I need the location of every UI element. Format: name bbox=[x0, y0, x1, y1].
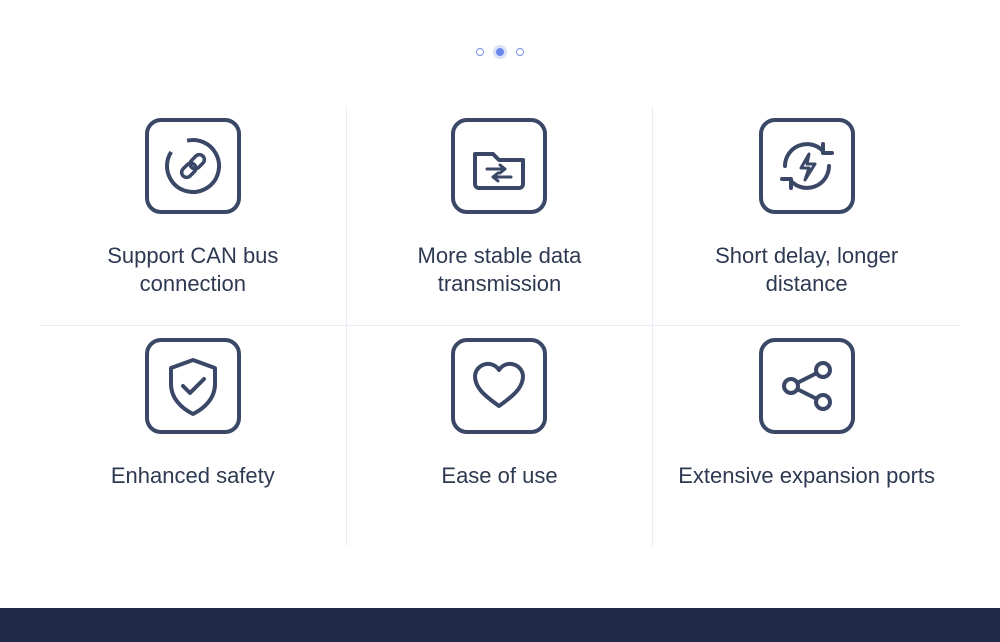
feature-label: Enhanced safety bbox=[111, 462, 275, 490]
pagination-dot-1[interactable] bbox=[476, 48, 484, 56]
pagination-dot-3[interactable] bbox=[516, 48, 524, 56]
feature-can-bus: Support CAN bus connection bbox=[40, 106, 347, 326]
shield-check-icon bbox=[141, 334, 245, 438]
features-grid: Support CAN bus connection More stable d… bbox=[40, 106, 960, 546]
feature-ease: Ease of use bbox=[347, 326, 654, 546]
footer-bar bbox=[0, 608, 1000, 642]
feature-label: More stable data transmission bbox=[369, 242, 629, 297]
pagination-dot-2[interactable] bbox=[496, 48, 504, 56]
heart-icon bbox=[447, 334, 551, 438]
feature-safety: Enhanced safety bbox=[40, 326, 347, 546]
share-icon bbox=[755, 334, 859, 438]
feature-label: Ease of use bbox=[441, 462, 557, 490]
feature-short-delay: Short delay, longer distance bbox=[653, 106, 960, 326]
feature-stable-data: More stable data transmission bbox=[347, 106, 654, 326]
folder-transfer-icon bbox=[447, 114, 551, 218]
link-icon bbox=[141, 114, 245, 218]
pagination-dots bbox=[0, 0, 1000, 66]
feature-label: Support CAN bus connection bbox=[63, 242, 323, 297]
feature-label: Short delay, longer distance bbox=[677, 242, 937, 297]
feature-label: Extensive expansion ports bbox=[678, 462, 935, 490]
refresh-bolt-icon bbox=[755, 114, 859, 218]
feature-expansion: Extensive expansion ports bbox=[653, 326, 960, 546]
